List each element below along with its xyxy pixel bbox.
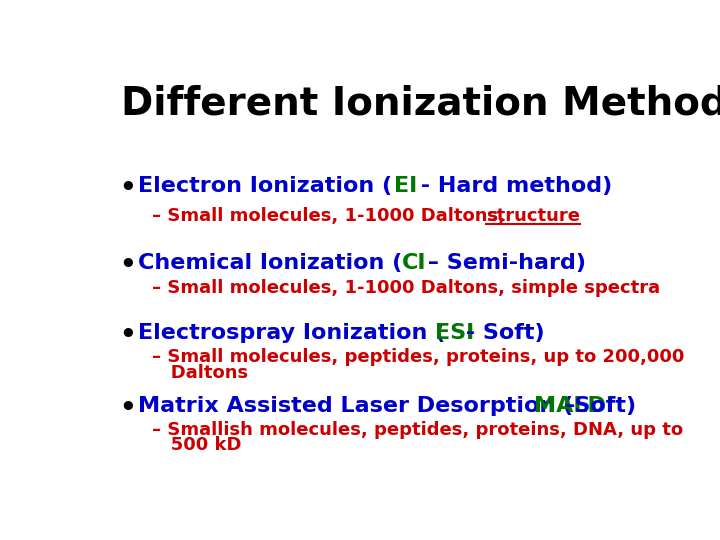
Text: – Small molecules, 1-1000 Daltons, simple spectra: – Small molecules, 1-1000 Daltons, simpl… — [152, 279, 660, 297]
Text: ESI: ESI — [435, 323, 474, 343]
Text: Daltons: Daltons — [152, 363, 248, 382]
Text: - Hard method): - Hard method) — [413, 177, 613, 197]
Text: EI: EI — [394, 177, 418, 197]
Text: Electrospray Ionization (: Electrospray Ionization ( — [138, 323, 446, 343]
Text: Chemical Ionization (: Chemical Ionization ( — [138, 253, 402, 273]
Text: structure: structure — [486, 207, 580, 225]
Text: •: • — [120, 396, 136, 422]
Text: – Small molecules, 1-1000 Daltons,: – Small molecules, 1-1000 Daltons, — [152, 207, 511, 225]
Text: •: • — [120, 253, 136, 280]
Text: – Semi-hard): – Semi-hard) — [420, 253, 587, 273]
Text: MALDI: MALDI — [534, 396, 614, 416]
Text: – Smallish molecules, peptides, proteins, DNA, up to: – Smallish molecules, peptides, proteins… — [152, 421, 683, 438]
Text: •: • — [120, 323, 136, 349]
Text: CI: CI — [402, 253, 426, 273]
Text: – Small molecules, peptides, proteins, up to 200,000: – Small molecules, peptides, proteins, u… — [152, 348, 685, 366]
Text: •: • — [120, 177, 136, 202]
Text: 500 kD: 500 kD — [152, 436, 241, 454]
Text: Electron Ionization (: Electron Ionization ( — [138, 177, 392, 197]
Text: Different Ionization Methods: Different Ionization Methods — [121, 84, 720, 122]
Text: Matrix Assisted Laser Desorption (: Matrix Assisted Laser Desorption ( — [138, 396, 573, 416]
Text: -Soft): -Soft) — [566, 396, 637, 416]
Text: - Soft): - Soft) — [458, 323, 544, 343]
